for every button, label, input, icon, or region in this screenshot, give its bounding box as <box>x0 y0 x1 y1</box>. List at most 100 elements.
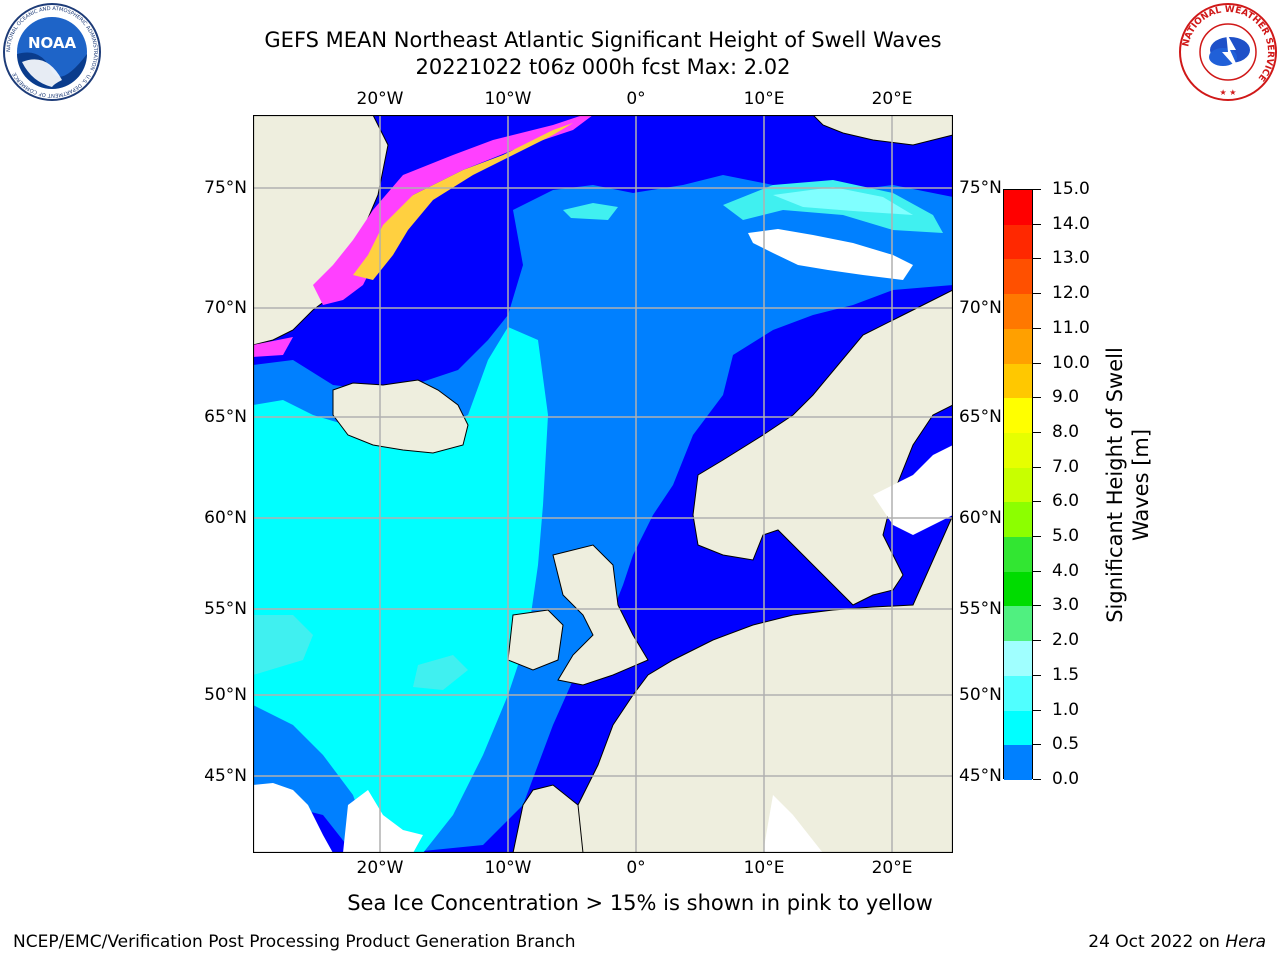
left-lat-label-6: 45°N <box>204 766 247 786</box>
colorbar-tick-label-13: 2.0 <box>1052 630 1080 651</box>
colorbar-segment-14 <box>1004 675 1032 712</box>
bottom-lon-label-0: 20°W <box>356 858 404 878</box>
colorbar-tickmark-13 <box>1033 640 1041 642</box>
map-canvas[interactable] <box>253 115 953 853</box>
chart-title: GEFS MEAN Northeast Atlantic Significant… <box>264 28 942 52</box>
footer-producer: NCEP/EMC/Verification Post Processing Pr… <box>13 932 576 952</box>
colorbar-tickmark-17 <box>1033 779 1041 780</box>
colorbar-tick-label-1: 14.0 <box>1052 213 1090 234</box>
colorbar-tick-label-6: 9.0 <box>1052 387 1080 408</box>
footer-date: 24 Oct 2022 on Hera <box>1088 932 1266 952</box>
swell-0-0.5-region-north <box>253 115 953 175</box>
colorbar-tickmark-0 <box>1033 189 1041 190</box>
gulf-of-bothnia-no-data <box>873 445 953 535</box>
colorbar-tick-label-10: 5.0 <box>1052 526 1080 547</box>
mediterranean-patch <box>763 795 823 853</box>
top-lon-label-0: 20°W <box>356 89 404 109</box>
colorbar-tick-label-12: 3.0 <box>1052 595 1080 616</box>
ireland-land <box>507 609 564 671</box>
left-lat-label-5: 50°N <box>204 685 247 705</box>
colorbar-tickmark-15 <box>1033 709 1041 711</box>
colorbar-segment-9 <box>1004 502 1032 538</box>
noaa-logo-text: NOAA <box>28 34 77 52</box>
right-lat-label-4: 55°N <box>959 599 1002 619</box>
colorbar-tickmark-16 <box>1033 744 1041 746</box>
colorbar-tick-label-14: 1.5 <box>1052 664 1080 685</box>
no-data-patch-southwest-2 <box>343 790 423 853</box>
great-britain-land <box>552 544 649 686</box>
right-lat-label-0: 75°N <box>959 178 1002 198</box>
right-lat-label-5: 50°N <box>959 685 1002 705</box>
colorbar-segment-13 <box>1004 641 1032 677</box>
right-lat-label-3: 60°N <box>959 508 1002 528</box>
svalbard-land <box>812 115 953 146</box>
footer-date-text: 24 Oct 2022 on <box>1088 932 1226 952</box>
top-lon-label-1: 10°W <box>484 89 532 109</box>
nws-logo: NATIONAL WEATHER SERVICE ★ ★ <box>1179 3 1277 101</box>
colorbar-tick-label-3: 12.0 <box>1052 283 1090 304</box>
colorbar-tick-label-5: 10.0 <box>1052 352 1090 373</box>
swell-1.0-1.5-region <box>253 327 548 853</box>
right-lat-label-2: 65°N <box>959 407 1002 427</box>
bottom-lon-label-3: 10°E <box>743 858 785 878</box>
map-border <box>253 115 953 853</box>
top-lon-label-4: 20°E <box>871 89 913 109</box>
top-lon-label-2: 0° <box>626 89 646 109</box>
colorbar-segment-5 <box>1004 363 1032 399</box>
colorbar-tickmark-8 <box>1033 466 1041 468</box>
colorbar-segment-8 <box>1004 467 1032 503</box>
colorbar-tick-label-0: 15.0 <box>1052 179 1090 199</box>
colorbar-segment-0 <box>1004 190 1032 226</box>
sea-ice-pink-southwest <box>253 337 293 357</box>
colorbar-tickmark-5 <box>1033 362 1041 364</box>
colorbar-tick-label-17: 0.0 <box>1052 769 1080 789</box>
lat-lon-grid <box>253 115 953 853</box>
svg-text:★ ★: ★ ★ <box>1220 88 1237 97</box>
colorbar-tickmark-9 <box>1033 501 1041 503</box>
left-lat-label-2: 65°N <box>204 407 247 427</box>
colorbar-tickmark-7 <box>1033 431 1041 433</box>
left-lat-label-4: 55°N <box>204 599 247 619</box>
footer-machine-name: Hera <box>1225 932 1266 952</box>
left-lat-label-0: 75°N <box>204 178 247 198</box>
colorbar-tick-label-2: 13.0 <box>1052 248 1090 269</box>
colorbar-tickmark-14 <box>1033 674 1041 676</box>
colorbar-segment-6 <box>1004 398 1032 434</box>
bottom-lon-label-4: 20°E <box>871 858 913 878</box>
swell-1.5-2.0-region-west <box>253 615 313 675</box>
colorbar-tickmark-10 <box>1033 536 1041 538</box>
colorbar-segment-2 <box>1004 259 1032 295</box>
top-lon-label-3: 10°E <box>743 89 785 109</box>
colorbar-tick-label-15: 1.0 <box>1052 699 1080 720</box>
left-lat-label-3: 60°N <box>204 508 247 528</box>
colorbar-tick-label-7: 8.0 <box>1052 421 1080 442</box>
colorbar-label-line1: Significant Height of Swell <box>1103 347 1127 623</box>
right-lat-label-1: 70°N <box>959 298 1002 318</box>
colorbar-tickmark-11 <box>1033 570 1041 572</box>
sea-ice-yellow-core <box>353 123 573 280</box>
colorbar-tickmark-12 <box>1033 605 1041 607</box>
colorbar-segment-12 <box>1004 606 1032 642</box>
swell-1.5-2.0-region-mid <box>413 655 468 690</box>
colorbar <box>1003 189 1033 781</box>
right-lat-label-6: 45°N <box>959 766 1002 786</box>
no-data-patch-southwest-1 <box>253 783 333 853</box>
colorbar-tickmark-4 <box>1033 327 1041 329</box>
swell-height-fields <box>253 115 953 853</box>
colorbar-segment-1 <box>1004 224 1032 260</box>
colorbar-tickmark-2 <box>1033 258 1041 260</box>
colorbar-segment-3 <box>1004 294 1032 330</box>
colorbar-tick-label-16: 0.5 <box>1052 734 1080 755</box>
swell-1.5-2.0-region-north <box>563 203 618 220</box>
colorbar-segment-10 <box>1004 537 1032 573</box>
iberia-land <box>512 784 584 853</box>
colorbar-segment-11 <box>1004 571 1032 607</box>
colorbar-segment-7 <box>1004 432 1032 469</box>
bottom-lon-label-2: 0° <box>626 858 646 878</box>
sea-ice-pink-edge <box>313 115 593 305</box>
colorbar-tickmark-1 <box>1033 223 1041 225</box>
swell-2.0-2.5-region-barents <box>773 187 913 215</box>
noaa-logo: NATIONAL OCEANIC AND ATMOSPHERIC ADMINIS… <box>3 3 101 101</box>
colorbar-tick-label-11: 4.0 <box>1052 560 1080 581</box>
colorbar-segment-4 <box>1004 328 1032 365</box>
